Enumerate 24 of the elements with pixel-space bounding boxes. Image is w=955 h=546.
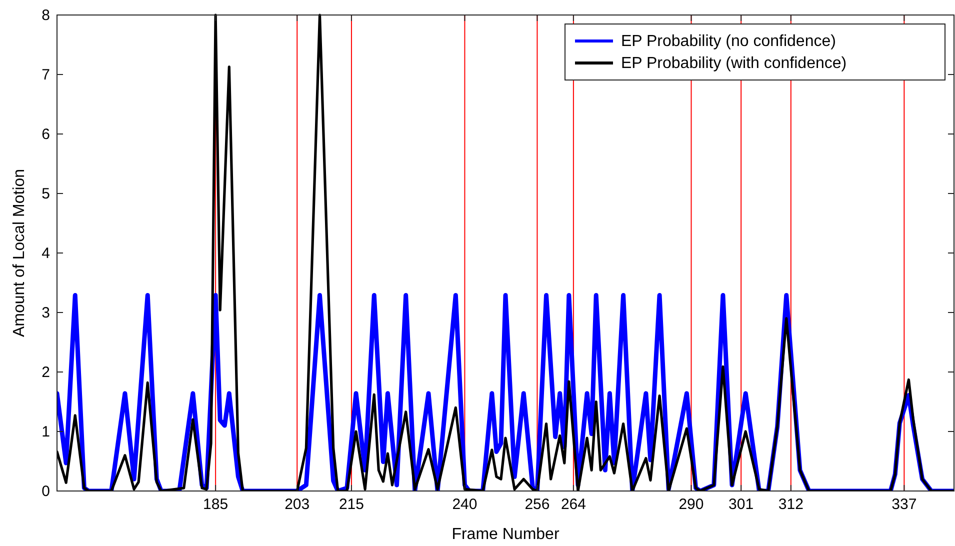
x-tick-label: 240 [452, 496, 478, 513]
y-tick-label: 0 [42, 483, 50, 500]
x-tick-label: 264 [560, 496, 586, 513]
line-series [57, 14, 954, 491]
legend-label: EP Probability (no confidence) [621, 33, 836, 50]
y-tick-label: 1 [42, 424, 50, 440]
y-tick-label: 4 [42, 245, 50, 262]
x-tick-label: 256 [524, 496, 550, 513]
x-tick-label: 215 [338, 496, 364, 513]
y-tick-label: 7 [42, 66, 50, 84]
x-tick-label: 312 [778, 496, 804, 513]
x-tick-label: 301 [728, 496, 754, 513]
legend-label: EP Probability (with confidence) [621, 55, 847, 72]
y-tick-label: 2 [42, 364, 50, 381]
y-tick-label: 3 [42, 304, 50, 322]
x-tick-label: 337 [892, 496, 917, 513]
y-tick-label: 6 [42, 126, 50, 143]
y-tick-label: 5 [42, 186, 50, 202]
y-axis-title: Amount of Local Motion [11, 168, 28, 338]
y-tick-label: 8 [42, 7, 50, 24]
x-tick-label: 185 [203, 496, 228, 513]
x-tick-label: 290 [678, 496, 704, 513]
x-tick-label: 203 [284, 496, 310, 513]
x-axis-title: Frame Number [452, 526, 560, 543]
